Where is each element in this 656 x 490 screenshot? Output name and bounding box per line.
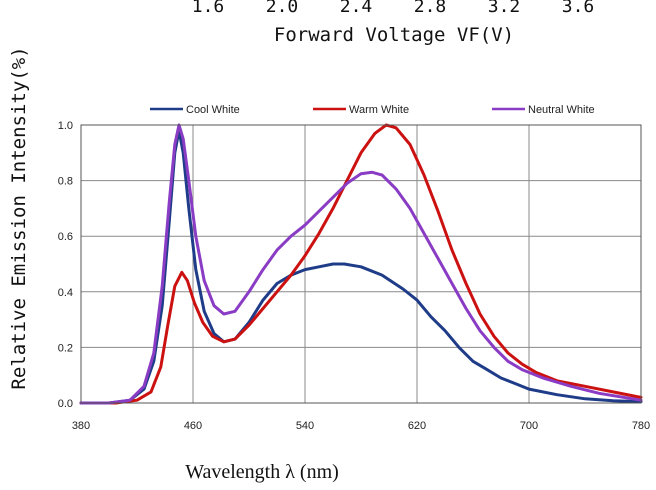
x-tick-label: 380 [72, 420, 90, 432]
legend-label: Cool White [186, 104, 240, 116]
y-axis-title: Relative Emission Intensity(%) [8, 46, 30, 389]
upper-tick-label: 1.6 [192, 0, 225, 17]
series-line-warm-white [79, 123, 643, 405]
y-tick-label: 1.0 [58, 120, 73, 132]
x-tick-label: 540 [296, 420, 314, 432]
upper-tick-label: 3.2 [488, 0, 521, 17]
x-tick-labels: 380 460 540 620 700 780 [72, 420, 650, 432]
y-tick-label: 0.8 [58, 176, 73, 188]
upper-tick-label: 2.8 [414, 0, 447, 17]
upper-axis-title: Forward Voltage VF(V) [274, 24, 514, 46]
upper-tick-label: 2.0 [266, 0, 299, 17]
legend-label: Warm White [349, 104, 409, 116]
plot-area: 0.0 0.2 0.4 0.6 0.8 1.0 380 460 540 620 700 780 [58, 120, 650, 432]
y-tick-label: 0.4 [58, 287, 73, 299]
upper-tick-label: 3.6 [562, 0, 595, 17]
y-tick-label: 0.6 [58, 231, 73, 243]
x-tick-label: 460 [184, 420, 202, 432]
legend-label: Neutral White [528, 104, 595, 116]
x-tick-label: 700 [520, 420, 538, 432]
upper-tick-label: 2.4 [340, 0, 373, 17]
series-layer [79, 123, 643, 405]
y-tick-label: 0.2 [58, 342, 73, 354]
y-tick-labels: 0.0 0.2 0.4 0.6 0.8 1.0 [58, 120, 73, 410]
plot-frame [80, 124, 642, 404]
x-axis-title: Wavelength λ (nm) [185, 461, 339, 483]
y-tick-label: 0.0 [58, 398, 73, 410]
x-tick-label: 620 [408, 420, 426, 432]
upper-chart-fragment: 1.6 2.0 2.4 2.8 3.2 3.6 Forward Voltage VF(V) [192, 0, 595, 46]
legend: Cool White Warm White Neutral White [150, 104, 595, 116]
series-line-neutral-white [79, 123, 643, 405]
x-tick-label: 780 [632, 420, 650, 432]
